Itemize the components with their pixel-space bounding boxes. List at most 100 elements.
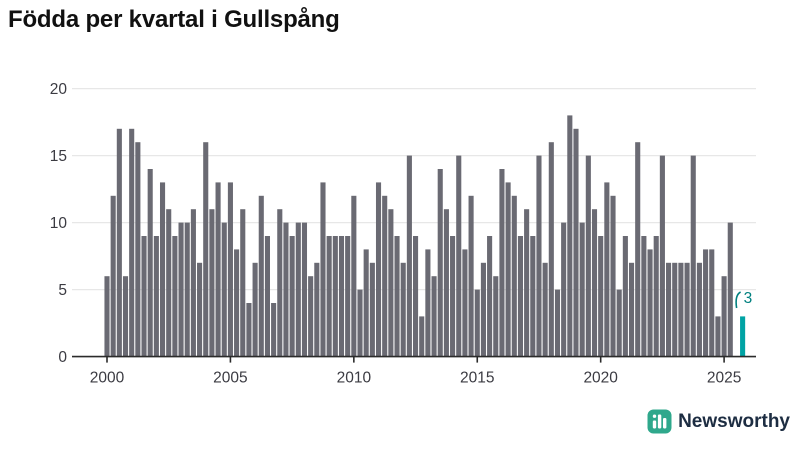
bar-2016-Q2	[505, 182, 511, 357]
bar-2025-Q2	[727, 222, 733, 357]
bar-2019-Q2	[579, 222, 585, 357]
bar-2004-Q4	[221, 222, 227, 357]
bar-2002-Q1	[153, 236, 159, 357]
bar-2025-Q1	[721, 276, 727, 357]
bar-2005-Q2	[234, 249, 240, 357]
bar-2004-Q1	[203, 142, 209, 357]
bar-2018-Q2	[554, 289, 561, 357]
bar-2024-Q3	[709, 249, 715, 357]
bar-2000-Q1	[104, 276, 110, 357]
bar-2010-Q4	[369, 262, 375, 357]
bar-2012-Q3	[413, 236, 419, 357]
newsworthy-icon	[647, 409, 672, 434]
x-tick-label-2005: 2005	[213, 370, 247, 387]
y-tick-label-20: 20	[50, 81, 68, 98]
bar-2016-Q4	[517, 236, 524, 357]
bar-2010-Q1	[351, 195, 357, 357]
bar-2009-Q4	[345, 236, 351, 357]
bar-2010-Q3	[363, 249, 369, 357]
bar-2013-Q2	[431, 276, 437, 357]
bar-2006-Q1	[252, 262, 258, 357]
bar-2017-Q2	[530, 236, 536, 357]
bar-2022-Q3	[659, 155, 665, 357]
bar-2016-Q3	[511, 195, 517, 357]
bar-2021-Q2	[628, 262, 635, 357]
bar-2008-Q3	[314, 262, 320, 357]
bar-2015-Q2	[480, 262, 486, 357]
bar-2011-Q1	[375, 182, 382, 357]
bar-2003-Q3	[190, 209, 196, 357]
bar-2002-Q3	[166, 209, 172, 357]
bar-2019-Q4	[591, 209, 598, 357]
bar-2000-Q3	[116, 128, 122, 357]
bar-2017-Q1	[524, 209, 530, 357]
bar-2024-Q4	[715, 316, 721, 357]
bar-2013-Q4	[443, 209, 449, 357]
bar-2020-Q4	[616, 289, 622, 357]
bar-2001-Q2	[135, 142, 141, 357]
x-tick-label-2025: 2025	[707, 370, 741, 387]
bar-2006-Q4	[271, 303, 277, 357]
bar-2012-Q2	[406, 155, 412, 357]
bar-2014-Q2	[456, 155, 462, 357]
bar-2003-Q2	[184, 222, 190, 357]
bar-2015-Q3	[487, 236, 493, 357]
bar-2020-Q3	[610, 195, 616, 357]
bar-2011-Q2	[382, 195, 388, 357]
bar-2021-Q3	[635, 142, 641, 357]
x-tick-label-2000: 2000	[90, 370, 125, 387]
bar-2009-Q3	[338, 236, 345, 357]
bar-2002-Q2	[159, 182, 166, 357]
bar-2023-Q1	[672, 262, 678, 357]
bar-2012-Q4	[419, 316, 425, 357]
bar-2023-Q2	[678, 262, 684, 357]
newsworthy-logo: Newsworthy	[647, 409, 790, 434]
bar-2008-Q1	[301, 222, 308, 357]
bar-2008-Q2	[308, 276, 314, 357]
bar-2020-Q1	[598, 236, 604, 357]
bar-2006-Q2	[258, 195, 264, 357]
bar-2003-Q4	[197, 262, 203, 357]
y-tick-label-5: 5	[58, 282, 67, 299]
bar-2012-Q1	[400, 262, 406, 357]
bar-2020-Q2	[604, 182, 610, 357]
bar-2022-Q4	[666, 262, 672, 357]
bar-2010-Q2	[357, 289, 363, 357]
bar-2022-Q1	[647, 249, 653, 357]
chart-title: Födda per kvartal i Gullspång	[8, 6, 340, 33]
bar-2023-Q3	[684, 262, 690, 357]
bar-2014-Q1	[450, 236, 456, 357]
y-tick-label-10: 10	[50, 215, 68, 232]
bar-2019-Q3	[585, 155, 591, 357]
newsworthy-wordmark: Newsworthy	[678, 410, 790, 432]
bar-2002-Q4	[172, 236, 178, 357]
bar-2024-Q1	[696, 262, 702, 357]
y-tick-label-15: 15	[50, 148, 67, 165]
bar-2005-Q4	[246, 303, 252, 357]
bar-2019-Q1	[573, 128, 579, 357]
bar-2025-Q4	[740, 316, 746, 357]
bar-2009-Q1	[326, 236, 332, 357]
highlight-value-label: 3	[744, 290, 753, 307]
bar-2001-Q4	[147, 169, 153, 357]
bar-2013-Q3	[437, 169, 443, 357]
bar-2018-Q1	[548, 142, 554, 357]
bar-2001-Q1	[129, 128, 135, 357]
bar-2005-Q1	[227, 182, 233, 357]
bar-2004-Q2	[209, 209, 215, 357]
bar-2000-Q4	[122, 276, 129, 357]
bar-2007-Q4	[295, 222, 301, 357]
bar-2011-Q3	[388, 209, 394, 357]
bar-2015-Q1	[474, 289, 480, 357]
bar-2005-Q3	[240, 209, 246, 357]
bar-2000-Q2	[110, 195, 116, 357]
y-tick-label-0: 0	[58, 349, 67, 366]
bar-2015-Q4	[493, 276, 499, 357]
bar-2007-Q1	[277, 209, 283, 357]
highlight-leader-line	[735, 291, 742, 309]
bar-2021-Q4	[641, 236, 647, 357]
bar-2007-Q2	[283, 222, 289, 357]
bar-2017-Q3	[536, 155, 542, 357]
bar-2001-Q3	[141, 236, 147, 357]
